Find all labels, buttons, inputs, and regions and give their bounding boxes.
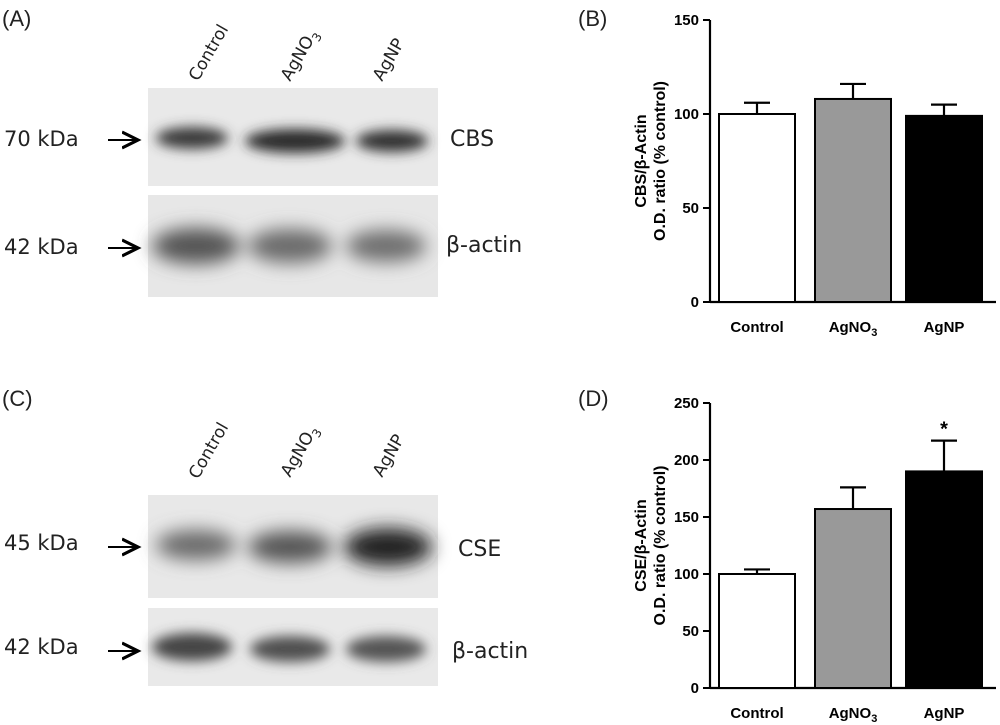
y-tick-label: 0 (691, 680, 699, 697)
panel-label-a: (A) (2, 6, 31, 31)
protein-label-actin: β-actin (446, 233, 522, 258)
kda-label-45: 45 kDa (4, 531, 79, 555)
band (152, 228, 240, 264)
y-tick-label: 150 (674, 12, 699, 29)
y-axis-label-line1: CBS/β-Actin (633, 114, 650, 207)
blot-c: Control AgNO3 AgNP 45 kDa 42 kDa CSE β-a… (4, 419, 528, 686)
y-tick-label: 50 (682, 200, 699, 217)
blot-c-bands-cse (156, 528, 432, 566)
y-tick-label: 150 (674, 509, 699, 526)
y-tick-label: 200 (674, 452, 699, 469)
band (250, 636, 330, 662)
y-tick-label: 0 (691, 294, 699, 311)
category-label: AgNP (924, 705, 965, 722)
y-tick-label: 100 (674, 106, 699, 123)
category-label: Control (730, 319, 783, 336)
category-label: AgNP (924, 319, 965, 336)
band (346, 230, 426, 262)
protein-label-cbs: CBS (450, 127, 494, 152)
chart-b: 0 50 100 150 Control AgNO3 AgNP CBS/β-Actin O.D.… (633, 12, 996, 339)
bar (814, 97, 892, 303)
blot-a-bands-cbs (156, 127, 428, 153)
lane-label-agno3: AgNO3 (277, 422, 325, 482)
chart-d: 0 50 100 150 200 250 Control AgNO3 * AgNP CSE/β-Ac… (633, 395, 996, 725)
panel-label-c: (C) (2, 386, 33, 411)
band (156, 127, 228, 149)
kda-label-42: 42 kDa (4, 235, 79, 259)
bar (905, 114, 983, 303)
band (156, 530, 236, 560)
y-axis-label-line2: O.D. ratio (% control) (652, 466, 669, 626)
lane-label-agnp: AgNP (369, 431, 409, 480)
significance-marker: * (940, 419, 948, 441)
band (152, 633, 232, 661)
lane-label-control: Control (185, 21, 233, 84)
category-label: AgNO3 (829, 705, 878, 725)
blot-a-bands-actin (152, 228, 426, 264)
lane-label-agno3: AgNO3 (277, 26, 325, 86)
bar (905, 470, 983, 689)
category-label: Control (730, 705, 783, 722)
protein-label-actin: β-actin (452, 639, 528, 664)
kda-label-70: 70 kDa (4, 127, 79, 151)
band (245, 129, 345, 153)
y-axis-label-line1: CSE/β-Actin (633, 499, 650, 591)
panel-label-d: (D) (578, 386, 609, 411)
band (248, 229, 332, 263)
band (356, 130, 428, 152)
y-axis-label-line2: O.D. ratio (% control) (652, 81, 669, 241)
lane-label-agnp: AgNP (369, 35, 409, 84)
lane-label-control: Control (185, 419, 233, 482)
band (248, 531, 332, 563)
y-tick-label: 250 (674, 395, 699, 412)
band (344, 528, 432, 566)
band (346, 636, 426, 662)
protein-label-cse: CSE (458, 537, 501, 562)
y-tick-label: 50 (682, 623, 699, 640)
bar (718, 573, 796, 689)
category-label: AgNO3 (829, 319, 878, 339)
kda-label-42: 42 kDa (4, 635, 79, 659)
bar (718, 113, 796, 303)
panel-label-b: (B) (578, 6, 607, 31)
bar (814, 508, 892, 689)
y-tick-label: 100 (674, 566, 699, 583)
blot-a: Control AgNO3 AgNP 70 kDa 42 kDa CBS β-a… (4, 21, 522, 297)
blot-c-bands-actin (152, 633, 426, 662)
